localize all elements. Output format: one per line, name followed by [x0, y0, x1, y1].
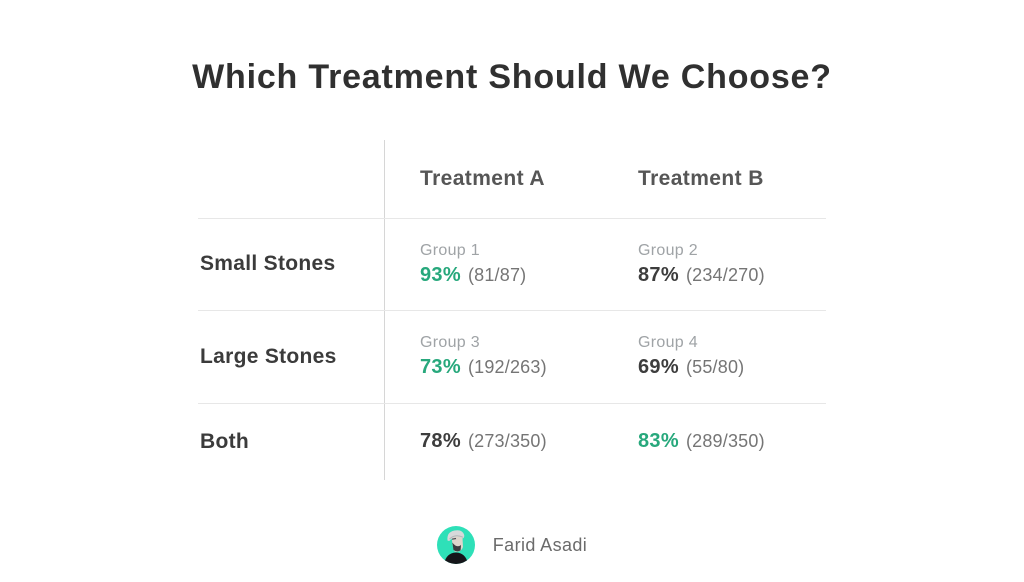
value-line: 69% (55/80) [638, 356, 826, 379]
page-title: Which Treatment Should We Choose? [192, 58, 832, 96]
percent-value: 87% [638, 263, 679, 286]
column-header-treatment-b: Treatment B [638, 140, 826, 218]
column-header-treatment-a: Treatment A [384, 140, 638, 218]
fraction-value: (289/350) [685, 431, 765, 451]
man-profile-avatar-icon [436, 526, 475, 564]
group-label: Group 4 [638, 334, 698, 351]
fraction-value: (273/350) [467, 431, 547, 451]
percent-value: 73% [420, 356, 461, 378]
percent-value: 69% [638, 356, 679, 378]
column-header-label: Treatment A [420, 167, 545, 190]
table-cell-both-b: 83% (289/350) [638, 403, 826, 480]
value-line: 73% (192/263) [420, 356, 638, 379]
table-cell-large-stones-b: Group 4 69% (55/80) [638, 310, 826, 403]
value-line: 93% (81/87) [420, 264, 638, 287]
table-row-divider [198, 310, 826, 311]
table-row-label: Both [200, 429, 250, 453]
header-spacer-cell [198, 140, 384, 218]
group-label: Group 1 [420, 241, 480, 259]
table-cell-both-a: 78% (273/350) [384, 403, 638, 480]
group-label: Group 2 [638, 241, 698, 259]
fraction-value: (192/263) [467, 357, 547, 377]
percent-value: 78% [420, 430, 461, 452]
fraction-value: (81/87) [467, 264, 527, 285]
column-header-label: Treatment B [638, 167, 764, 190]
fraction-value: (55/80) [685, 357, 745, 377]
fraction-value: (234/270) [685, 264, 765, 285]
percent-value: 93% [420, 263, 461, 286]
table-cell-small-stones-b: Group 2 87% (234/270) [638, 218, 826, 310]
value-line: 83% (289/350) [638, 430, 826, 453]
group-label: Group 3 [420, 334, 480, 351]
table-row-label: Small Stones [200, 252, 336, 275]
table-row-label: Large Stones [200, 344, 337, 368]
table-cell-large-stones-a: Group 3 73% (192/263) [384, 310, 638, 403]
value-line: 87% (234/270) [638, 264, 826, 287]
value-line: 78% (273/350) [420, 430, 638, 453]
author-footer: Farid Asadi [0, 524, 1024, 566]
table-cell-small-stones-a: Group 1 93% (81/87) [384, 218, 638, 310]
table-row-divider [198, 218, 826, 219]
percent-value: 83% [638, 430, 679, 452]
table-row-divider [198, 403, 826, 404]
treatment-comparison-table: Treatment A Treatment B Small Stones Gro… [198, 140, 826, 480]
author-name: Farid Asadi [492, 534, 588, 555]
